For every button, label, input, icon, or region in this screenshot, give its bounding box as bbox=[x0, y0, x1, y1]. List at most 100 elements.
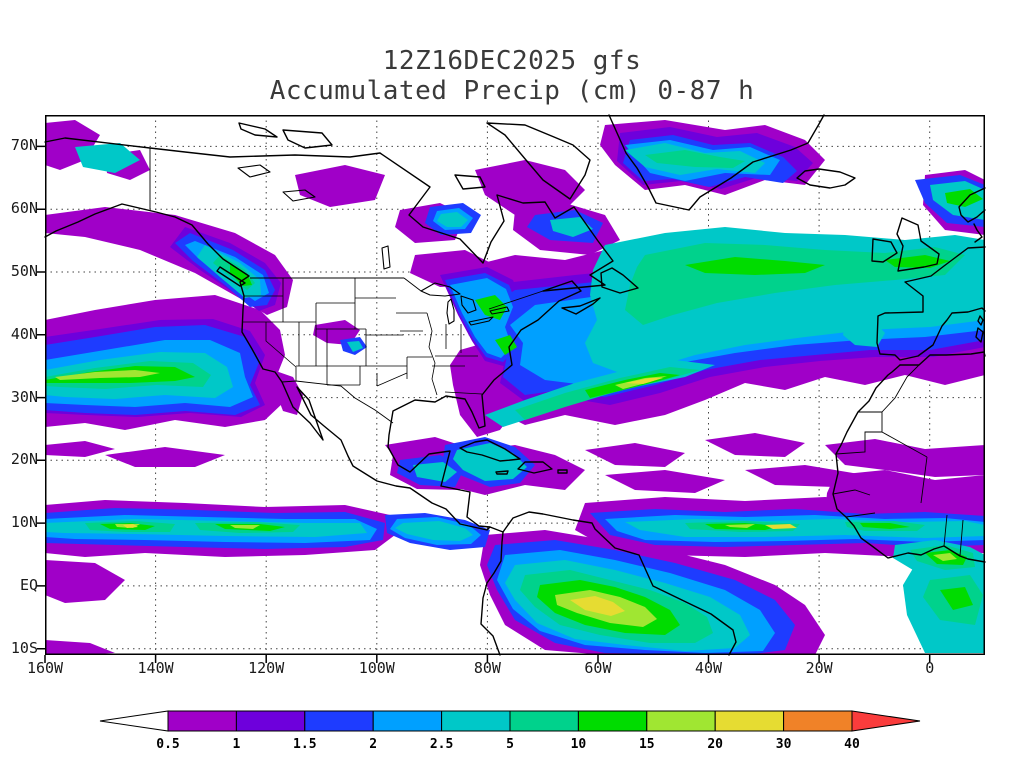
great-bear-lake bbox=[237, 164, 271, 178]
fill-blob bbox=[933, 553, 957, 561]
colorbar-segment bbox=[577, 710, 648, 732]
fill-blob bbox=[685, 257, 825, 275]
fill-blob bbox=[347, 341, 363, 352]
lat-tick-label: 40N bbox=[10, 324, 38, 343]
plot-title-line1: 12Z16DEC2025 gfs bbox=[382, 46, 642, 76]
coastline-ireland bbox=[871, 238, 898, 263]
colorbar-legend: 0.5 1 1.5 2 2.5 5 10 15 20 30 40 bbox=[99, 710, 921, 752]
fill-blob bbox=[843, 320, 885, 347]
colorbar-label: 0.5 bbox=[156, 737, 179, 752]
lon-tick-label: 100W bbox=[358, 659, 395, 677]
coastline-north-america bbox=[44, 137, 614, 533]
coastline-sardinia bbox=[975, 327, 984, 343]
colorbar-segment bbox=[714, 710, 785, 732]
fill-blob bbox=[475, 160, 585, 215]
colorbar-label: 15 bbox=[639, 737, 655, 752]
map-frame bbox=[37, 115, 985, 663]
lakes bbox=[237, 164, 510, 326]
lon-tick-label: 160W bbox=[26, 659, 64, 677]
border-us-canada bbox=[250, 277, 544, 310]
colorbar-label: 20 bbox=[707, 737, 723, 752]
coastline-vancouver-island bbox=[216, 266, 246, 287]
colorbar-arrow-left bbox=[99, 710, 169, 732]
fill-blob bbox=[55, 370, 160, 380]
fill-blob bbox=[295, 165, 385, 207]
border-africa bbox=[832, 364, 964, 557]
colorbar-segment bbox=[372, 710, 443, 732]
lat-tick-label: 50N bbox=[10, 261, 38, 280]
colorbar-label: 30 bbox=[776, 737, 792, 752]
fill-blob bbox=[45, 640, 115, 655]
coastline-britain bbox=[896, 217, 940, 272]
lon-tick-label: 20W bbox=[805, 659, 833, 677]
coastline-cuba bbox=[459, 439, 521, 462]
coastline-victoria-island bbox=[282, 129, 333, 149]
fill-blob bbox=[437, 212, 468, 227]
coastline-puerto-rico bbox=[557, 469, 568, 474]
colorbar-segment bbox=[509, 710, 579, 732]
coastline-iceland bbox=[796, 168, 856, 189]
lon-tick-label: 60W bbox=[584, 659, 612, 677]
lake-michigan bbox=[446, 298, 455, 325]
coastline-jamaica bbox=[495, 470, 509, 475]
coastline-banks-island bbox=[238, 122, 278, 138]
fill-blob bbox=[605, 470, 725, 493]
colorbar-label: 5 bbox=[506, 737, 514, 752]
lat-tick-label: EQ bbox=[19, 575, 38, 594]
coastline-nova-scotia bbox=[561, 297, 601, 315]
coastline-africa-atlantic bbox=[832, 364, 986, 563]
colorbar-label: 2.5 bbox=[430, 737, 453, 752]
fill-blob bbox=[765, 524, 797, 529]
lat-tick-label: 10N bbox=[10, 513, 38, 532]
lake-winnipeg bbox=[381, 245, 391, 270]
state-border-lines bbox=[242, 278, 483, 396]
lake-huron bbox=[460, 295, 477, 314]
axis-ticks-left bbox=[37, 145, 45, 650]
coastlines bbox=[44, 114, 986, 656]
lat-tick-label: 60N bbox=[10, 199, 38, 218]
axis-ticks-bottom bbox=[44, 655, 931, 663]
lon-tick-label: 120W bbox=[248, 659, 285, 677]
coastline-hispaniola bbox=[517, 461, 553, 474]
colorbar-segment bbox=[167, 710, 237, 732]
fill-blob bbox=[230, 525, 260, 529]
coastline-south-america bbox=[502, 511, 737, 656]
map-canvas bbox=[37, 114, 986, 663]
lake-erie bbox=[468, 316, 494, 326]
fill-blob bbox=[105, 447, 225, 467]
precip-layers bbox=[45, 120, 985, 655]
coastline-europe bbox=[876, 246, 986, 361]
fill-blob bbox=[395, 521, 473, 541]
fill-blob bbox=[230, 263, 252, 286]
fill-blob bbox=[75, 143, 140, 173]
coastline-newfoundland bbox=[600, 267, 639, 294]
frame-rect bbox=[45, 115, 985, 655]
coastline-norway bbox=[958, 187, 986, 223]
colorbar-segment bbox=[235, 710, 306, 732]
fill-blob bbox=[625, 378, 663, 384]
fill-blob bbox=[705, 433, 805, 457]
coastline-greenland bbox=[608, 114, 825, 211]
lat-tick-label: 30N bbox=[10, 387, 38, 406]
colorbar-segment bbox=[646, 710, 716, 732]
fill-blob bbox=[313, 320, 360, 345]
lake-ontario bbox=[489, 306, 510, 315]
fill-blob bbox=[940, 587, 973, 610]
colorbar-segment bbox=[304, 710, 374, 732]
lon-tick-label: 140W bbox=[137, 659, 174, 677]
border-us-mexico bbox=[281, 380, 394, 424]
fill-blob bbox=[45, 441, 115, 457]
lake-superior bbox=[420, 282, 461, 297]
lat-tick-label: 20N bbox=[10, 450, 38, 469]
colorbar-label: 10 bbox=[571, 737, 587, 752]
colorbar-label: 40 bbox=[844, 737, 860, 752]
coastline-sa-pacific bbox=[480, 531, 504, 656]
great-slave-lake bbox=[282, 189, 316, 202]
fill-blob bbox=[273, 370, 303, 415]
plot-title-line2: Accumulated Precip (cm) 0-87 h bbox=[269, 76, 755, 106]
lon-tick-label: 0 bbox=[925, 659, 935, 677]
coastline-corsica bbox=[977, 315, 984, 326]
colorbar-segment bbox=[441, 710, 511, 732]
colorbar-segment bbox=[783, 710, 853, 732]
